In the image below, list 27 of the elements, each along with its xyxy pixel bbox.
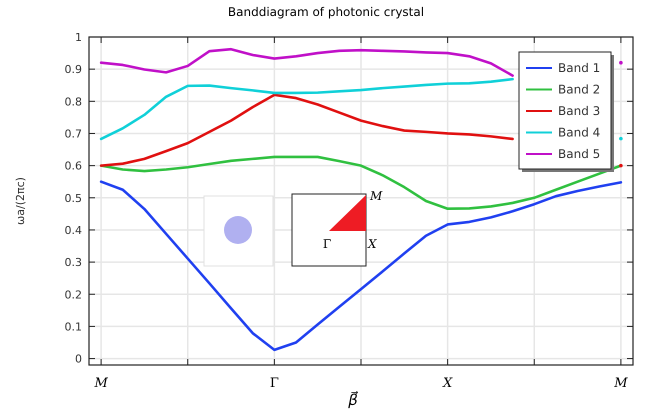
y-tick-label: 0.6 xyxy=(64,160,82,173)
y-tick-label: 0 xyxy=(75,352,82,366)
y-tick-label: 0.2 xyxy=(64,288,82,302)
y-tick-label: 0.1 xyxy=(64,320,82,334)
legend-label: Band 5 xyxy=(558,147,600,161)
line-series xyxy=(100,180,622,352)
legend-label: Band 1 xyxy=(558,61,600,75)
chart-title: Banddiagram of photonic crystal xyxy=(228,5,424,19)
x-tick-label: X xyxy=(442,376,453,391)
y-tick-label: 0.9 xyxy=(64,63,82,76)
x-tick-label: Γ xyxy=(270,376,279,391)
annotation: X xyxy=(367,237,377,251)
x-axis-title: β⃗ xyxy=(347,390,358,409)
x-tick-label: M xyxy=(93,376,108,391)
y-tick-label: 0.3 xyxy=(64,256,82,270)
annotation: M xyxy=(369,189,383,203)
y-tick-label: 0.5 xyxy=(64,192,82,205)
x-tick-label: M xyxy=(613,376,628,391)
annotation: Γ xyxy=(322,237,332,251)
y-tick-label: 0.4 xyxy=(64,224,82,237)
legend-label: Band 4 xyxy=(558,126,600,140)
y-tick-label: 0.8 xyxy=(64,95,82,108)
legend-label: Band 2 xyxy=(558,82,600,96)
y-axis-title: ωa/(2πc) xyxy=(14,177,27,225)
y-tick-label: 0.7 xyxy=(64,127,82,140)
y-tick-label: 1 xyxy=(75,31,82,44)
legend-label: Band 3 xyxy=(558,104,600,118)
